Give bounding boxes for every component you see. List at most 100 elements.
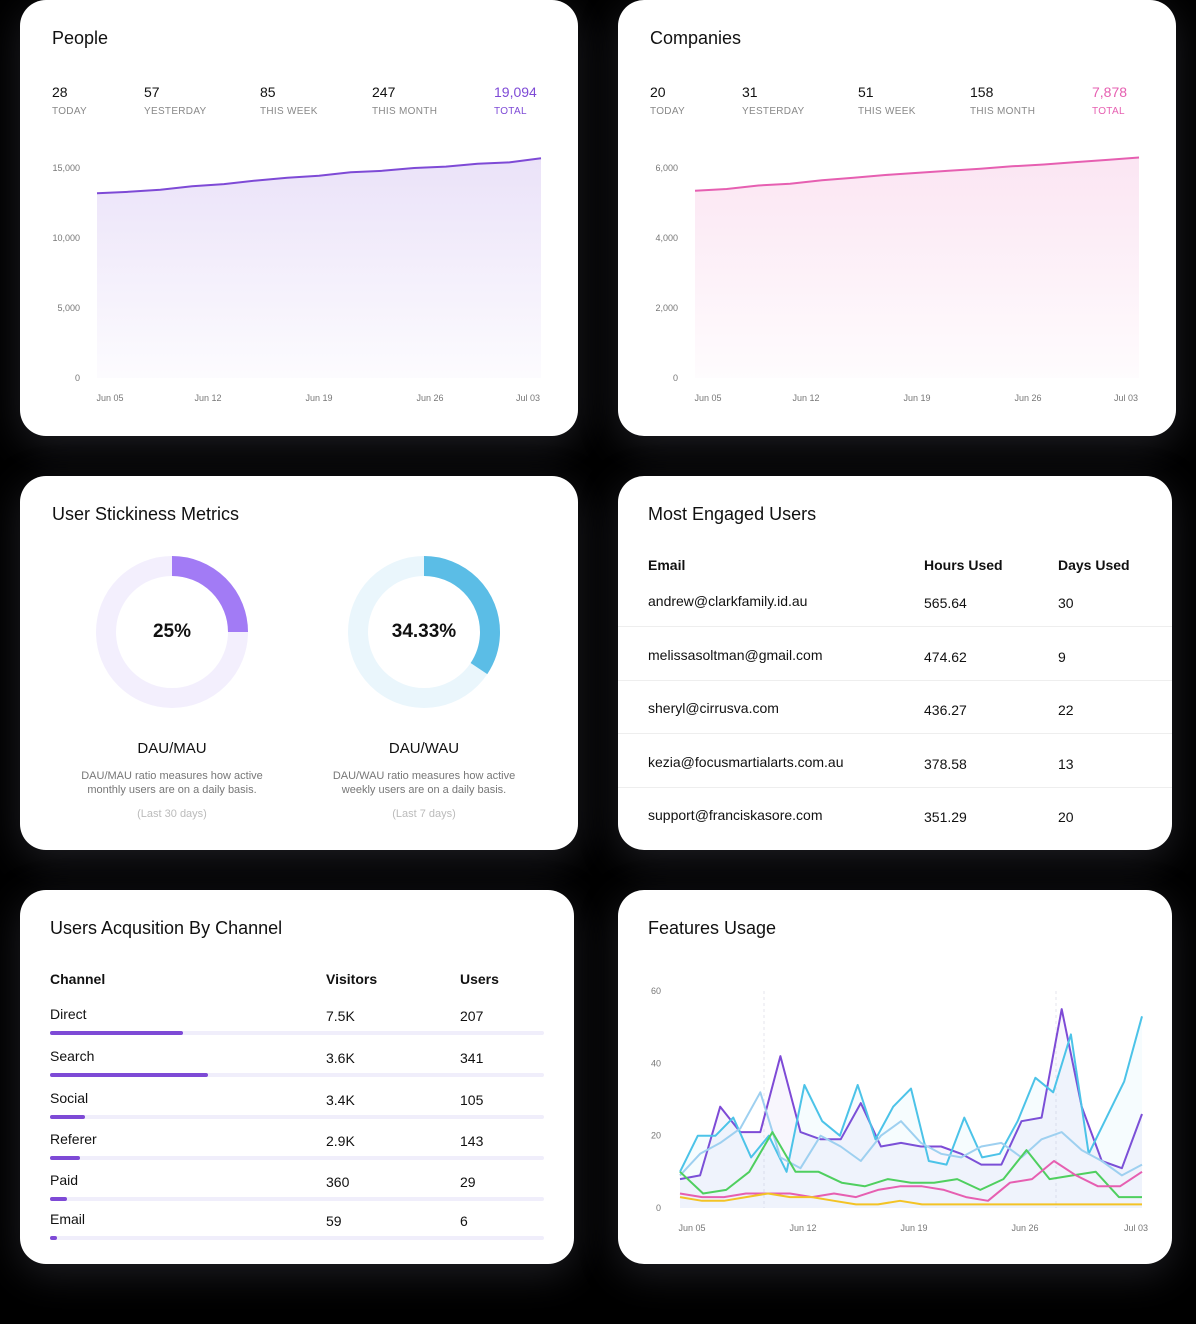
acq-share-bar — [50, 1236, 58, 1240]
col-channel: Channel — [50, 971, 106, 987]
dau-mau-value: 25% — [152, 621, 192, 642]
people-stat-today: 28 TODAY — [52, 84, 88, 117]
companies-xtick: Jun 26 — [1014, 393, 1041, 403]
people-ytick: 5,000 — [57, 303, 80, 313]
people-stat-total: 19,094 TOTAL — [494, 84, 537, 117]
companies-line — [694, 156, 1140, 192]
acq-share-bar — [50, 1073, 209, 1077]
acq-channel: Search — [50, 1048, 95, 1064]
companies-stat-total: 7,878 TOTAL — [1092, 84, 1128, 117]
acq-share-bar — [50, 1115, 85, 1119]
col-users: Users — [460, 971, 499, 987]
people-card: People 28 TODAY 57 YESTERDAY 85 THIS WEEK 2… — [20, 0, 578, 436]
companies-stat-yesterday: 31 YESTERDAY — [742, 84, 805, 117]
dau-mau-title: DAU/MAU — [137, 740, 207, 757]
people-ytick: 10,000 — [52, 233, 80, 243]
stickiness-card: User Stickiness Metrics 25% DAU/MAU DAU/… — [20, 476, 578, 850]
acq-share-track — [50, 1031, 544, 1035]
acq-users: 341 — [460, 1050, 484, 1066]
people-xtick: Jul 03 — [516, 393, 540, 403]
features-title: Features Usage — [648, 918, 777, 938]
features-ytick: 60 — [651, 986, 661, 996]
acq-channel: Paid — [50, 1172, 79, 1188]
col-hours-used: Hours Used — [924, 557, 1003, 573]
acq-visitors: 2.9K — [326, 1133, 355, 1149]
features-ytick: 0 — [656, 1203, 661, 1213]
companies-stat-month: 158 THIS MONTH — [970, 84, 1036, 117]
people-xtick: Jun 12 — [194, 393, 221, 403]
donut-progress — [348, 556, 500, 708]
acq-channel: Referer — [50, 1131, 97, 1147]
features-ytick: 20 — [651, 1131, 661, 1141]
acq-share-bar — [50, 1197, 68, 1201]
companies-title: Companies — [650, 28, 742, 48]
acq-channel: Direct — [50, 1006, 87, 1022]
acq-channel: Email — [50, 1211, 86, 1227]
people-ytick: 15,000 — [52, 163, 80, 173]
features-series-area — [680, 1016, 1142, 1208]
acq-share-track — [50, 1115, 544, 1119]
dau-mau-donut: 25% — [92, 552, 252, 712]
features-series-line — [679, 1160, 1143, 1202]
acq-share-track — [50, 1236, 544, 1240]
companies-area — [695, 157, 1139, 378]
features-xtick: Jun 26 — [1011, 1223, 1038, 1233]
features-series-line — [679, 1016, 1143, 1173]
acq-visitors: 59 — [326, 1213, 342, 1229]
col-email: Email — [648, 557, 686, 573]
acq-visitors: 360 — [326, 1174, 350, 1190]
dau-wau-donut: 34.33% — [344, 552, 504, 712]
dau-wau-title: DAU/WAU — [388, 740, 460, 757]
acq-share-bar — [50, 1156, 80, 1160]
acq-users: 105 — [460, 1092, 484, 1108]
people-xtick: Jun 19 — [305, 393, 332, 403]
acq-channel: Social — [50, 1090, 89, 1106]
col-days-used: Days Used — [1058, 557, 1130, 573]
companies-xtick: Jun 05 — [694, 393, 721, 403]
acq-users: 143 — [460, 1133, 484, 1149]
acq-share-track — [50, 1156, 544, 1160]
features-chart: 60 40 20 0 Jun 05 Jun 12 Jun 19 Jun 26 Jul 03 — [651, 986, 1148, 1233]
companies-xtick: Jul 03 — [1114, 393, 1138, 403]
engaged-users-card: Most Engaged Users Email Hours Used Days… — [618, 476, 1172, 850]
dau-mau-desc: DAU/MAU ratio measures how active monthly… — [81, 770, 263, 796]
companies-ytick: 6,000 — [655, 163, 678, 173]
companies-ytick: 0 — [673, 373, 678, 383]
stickiness-title: User Stickiness Metrics — [52, 504, 240, 524]
people-stat-yesterday: 57 YESTERDAY — [144, 84, 207, 117]
people-stat-week: 85 THIS WEEK — [260, 84, 318, 117]
features-xtick: Jun 05 — [678, 1223, 705, 1233]
people-title: People — [52, 28, 109, 48]
features-series-line — [679, 1192, 1142, 1206]
people-area — [97, 158, 541, 378]
features-xtick: Jun 19 — [900, 1223, 927, 1233]
companies-ytick: 2,000 — [655, 303, 678, 313]
acq-share-bar — [50, 1031, 184, 1035]
features-xtick: Jun 12 — [789, 1223, 816, 1233]
acq-share-track — [50, 1073, 544, 1077]
features-ytick: 40 — [651, 1058, 661, 1068]
features-series-line — [679, 1091, 1143, 1177]
people-xtick: Jun 26 — [416, 393, 443, 403]
dau-mau-ring — [96, 556, 248, 708]
dau-wau-ring — [348, 556, 500, 708]
features-series-area — [680, 1009, 1142, 1208]
people-line — [96, 157, 542, 195]
acq-users: 207 — [460, 1008, 484, 1024]
features-series-line — [679, 1131, 1142, 1199]
companies-stat-today: 20 TODAY — [650, 84, 686, 117]
dau-mau-period: (Last 30 days) — [137, 808, 207, 820]
people-stat-month: 247 THIS MONTH — [372, 84, 438, 117]
acquisition-title: Users Acqusition By Channel — [50, 918, 283, 938]
companies-chart: 6,000 4,000 2,000 0 Jun 05 Jun 12 Jun 19 Jun 26… — [655, 156, 1140, 403]
features-xtick: Jul 03 — [1124, 1223, 1148, 1233]
dau-wau-desc: DAU/WAU ratio measures how active weekly … — [332, 770, 516, 796]
acq-users: 6 — [460, 1213, 468, 1229]
companies-stat-week: 51 THIS WEEK — [858, 84, 916, 117]
acquisition-card: Users Acqusition By Channel Channel Visi… — [20, 890, 574, 1264]
acq-users: 29 — [460, 1174, 476, 1190]
features-series-line — [679, 1008, 1143, 1181]
companies-xtick: Jun 19 — [903, 393, 930, 403]
engaged-users-title: Most Engaged Users — [648, 504, 817, 524]
people-ytick: 0 — [75, 373, 80, 383]
